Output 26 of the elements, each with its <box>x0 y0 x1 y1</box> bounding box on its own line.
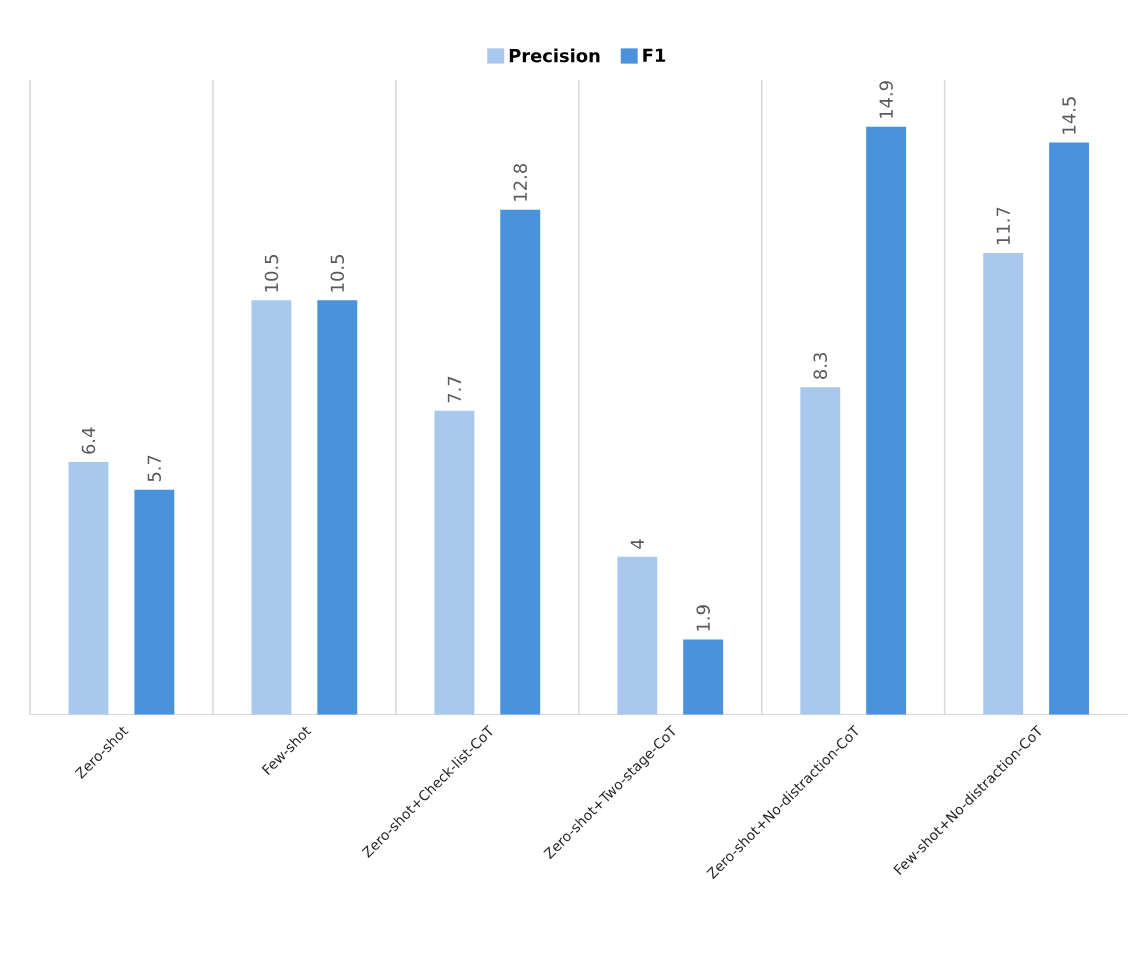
data-label: 11.7 <box>996 207 1010 245</box>
bar <box>617 556 658 715</box>
bar <box>317 300 358 715</box>
bar <box>800 387 841 715</box>
data-label: 4 <box>630 539 644 549</box>
bar <box>134 489 175 715</box>
bar <box>68 462 109 715</box>
data-label: 12.8 <box>513 164 527 201</box>
bar <box>434 410 475 715</box>
data-label: 5.7 <box>147 455 161 482</box>
data-label: 14.9 <box>879 81 893 118</box>
data-label: 10.5 <box>330 255 345 292</box>
data-label: 14.5 <box>1062 97 1076 134</box>
legend-label: F1 <box>643 48 666 62</box>
data-label: 7.7 <box>447 376 461 403</box>
data-label: 8.3 <box>813 353 828 379</box>
bar <box>500 209 541 715</box>
bar <box>1049 142 1090 715</box>
bar <box>983 253 1024 715</box>
bar <box>683 639 724 715</box>
data-label: 6.4 <box>81 427 96 454</box>
data-label: 10.5 <box>264 255 279 292</box>
bar <box>251 300 292 715</box>
bar <box>866 126 907 715</box>
data-label: 1.9 <box>696 605 710 631</box>
legend-label: Precision <box>509 48 600 63</box>
